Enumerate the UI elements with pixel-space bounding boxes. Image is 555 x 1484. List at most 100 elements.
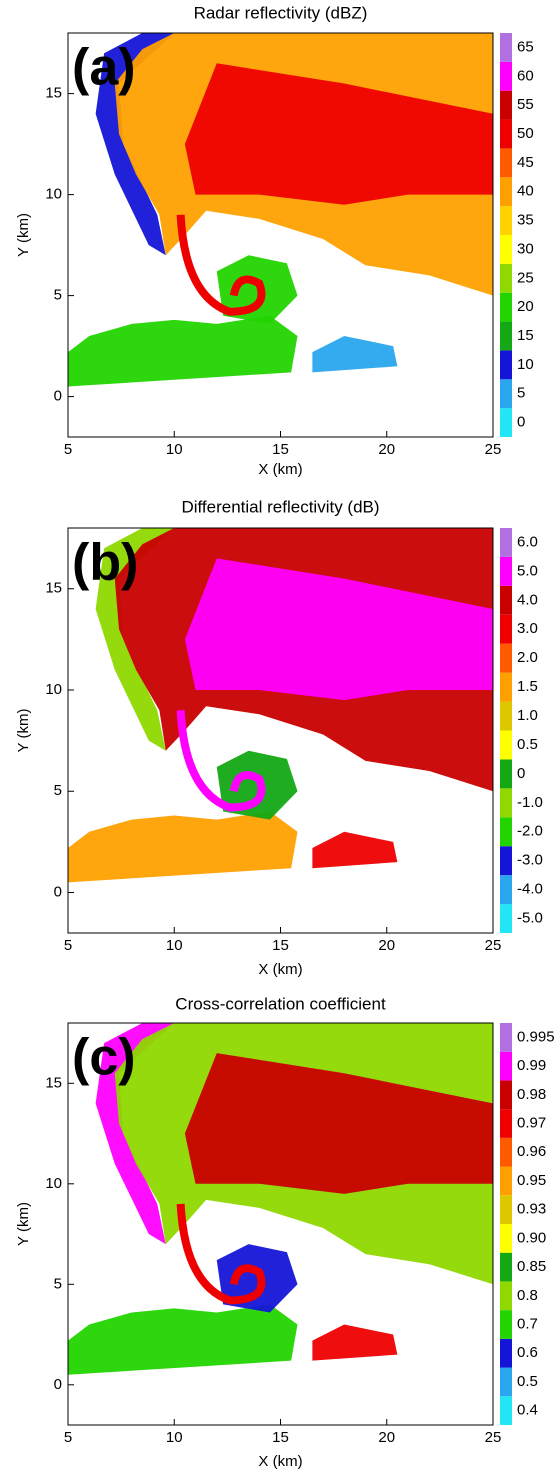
y-tick-label: 0: [54, 1376, 62, 1393]
colorbar-label: 0.93: [517, 1201, 546, 1218]
panel-label: (a): [72, 39, 136, 97]
colorbar-label: -5.0: [517, 910, 543, 927]
colorbar-label: -3.0: [517, 852, 543, 869]
colorbar-swatch: [500, 1281, 512, 1311]
colorbar-swatch: [500, 1109, 512, 1138]
colorbar-label: 5.0: [517, 562, 538, 579]
colorbar-label: 0.4: [517, 1402, 538, 1419]
colorbar-swatch: [500, 119, 512, 149]
colorbar-swatch: [500, 1224, 512, 1253]
hook-echo: [176, 214, 266, 316]
x-tick-label: 5: [64, 937, 72, 954]
colorbar-label: 0.98: [517, 1086, 546, 1103]
x-tick-label: 10: [166, 937, 183, 954]
x-axis-label: X (km): [258, 461, 302, 478]
panel-label: (c): [72, 1029, 136, 1087]
chart-title: Cross-correlation coefficient: [175, 994, 386, 1013]
y-tick-label: 0: [54, 883, 62, 900]
x-axis-label: X (km): [258, 1453, 302, 1470]
colorbar-swatch: [500, 263, 512, 293]
echo-region: [184, 1053, 493, 1194]
chart-title: Radar reflectivity (dBZ): [194, 3, 368, 22]
echo-region: [68, 1304, 298, 1375]
colorbar-label: 0.8: [517, 1287, 538, 1304]
y-tick-label: 0: [54, 388, 62, 405]
y-tick-label: 10: [45, 1175, 62, 1192]
colorbar-label: 0.995: [517, 1028, 555, 1045]
x-tick-label: 25: [485, 1429, 502, 1446]
colorbar-swatch: [500, 556, 512, 586]
colorbar-swatch: [500, 148, 512, 178]
y-tick-label: 15: [45, 1074, 62, 1091]
y-tick-label: 5: [54, 782, 62, 799]
colorbar-label: 0: [517, 414, 525, 431]
colorbar-swatch: [500, 1166, 512, 1196]
colorbar-swatch: [500, 235, 512, 264]
colorbar-swatch: [500, 33, 512, 62]
colorbar-label: -4.0: [517, 881, 543, 898]
colorbar-label: 1.5: [517, 678, 538, 695]
echo-region: [184, 63, 493, 205]
colorbar-label: 35: [517, 212, 534, 229]
colorbar-label: 0.96: [517, 1143, 546, 1160]
colorbar-label: 3.0: [517, 620, 538, 637]
colorbar-swatch: [500, 701, 512, 731]
colorbar-swatch: [500, 585, 512, 615]
colorbar-swatch: [500, 408, 512, 437]
colorbar-swatch: [500, 1367, 512, 1397]
y-tick-label: 5: [54, 1275, 62, 1292]
colorbar-swatch: [500, 759, 512, 789]
x-tick-label: 15: [272, 1429, 289, 1446]
colorbar-swatch: [500, 904, 512, 933]
y-tick-label: 15: [45, 85, 62, 102]
colorbar-swatch: [500, 321, 512, 351]
colorbar-swatch: [500, 1338, 512, 1368]
colorbar-label: 10: [517, 356, 534, 373]
hook-echo: [176, 710, 266, 812]
x-tick-label: 20: [378, 1429, 395, 1446]
colorbar-label: 5: [517, 385, 525, 402]
colorbar-label: 65: [517, 38, 534, 55]
panel: Cross-correlation coefficient (c) 5 10 15 20 2…: [15, 994, 555, 1469]
colorbar-label: 0.5: [517, 736, 538, 753]
colorbar-swatch: [500, 643, 512, 673]
colorbar-label: 50: [517, 125, 534, 142]
echo-region: [68, 811, 298, 883]
panel-label: (b): [72, 534, 138, 592]
colorbar-swatch: [500, 206, 512, 235]
colorbar-label: 60: [517, 67, 534, 84]
colorbar-swatch: [500, 614, 512, 644]
y-tick-label: 5: [54, 287, 62, 304]
colorbar-swatch: [500, 672, 512, 702]
colorbar-label: 45: [517, 154, 534, 171]
colorbar-swatch: [500, 379, 512, 409]
colorbar-label: 0.99: [517, 1057, 546, 1074]
colorbar-swatch: [500, 875, 512, 905]
echo-region: [312, 831, 398, 869]
x-tick-label: 20: [378, 937, 395, 954]
colorbar-swatch: [500, 1023, 512, 1052]
x-tick-label: 25: [485, 937, 502, 954]
colorbar-swatch: [500, 817, 512, 847]
colorbar-label: 20: [517, 298, 534, 315]
colorbar-label: 0.6: [517, 1344, 538, 1361]
x-tick-label: 20: [378, 441, 395, 458]
colorbar-label: 0: [517, 765, 525, 782]
colorbar-swatch: [500, 846, 512, 876]
colorbar-label: 25: [517, 269, 534, 286]
colorbar-swatch: [500, 1252, 512, 1282]
echo-region: [68, 315, 298, 387]
colorbar-swatch: [500, 528, 512, 557]
colorbar-label: 0.97: [517, 1114, 546, 1131]
colorbar-swatch: [500, 788, 512, 818]
colorbar-swatch: [500, 292, 512, 322]
x-tick-label: 15: [272, 937, 289, 954]
x-tick-label: 5: [64, 441, 72, 458]
colorbar-label: 2.0: [517, 649, 538, 666]
hook-echo: [176, 1203, 266, 1305]
colorbar-swatch: [500, 1195, 512, 1224]
x-axis-label: X (km): [258, 961, 302, 978]
x-tick-label: 25: [485, 441, 502, 458]
colorbar-swatch: [500, 177, 512, 207]
colorbar-swatch: [500, 730, 512, 760]
